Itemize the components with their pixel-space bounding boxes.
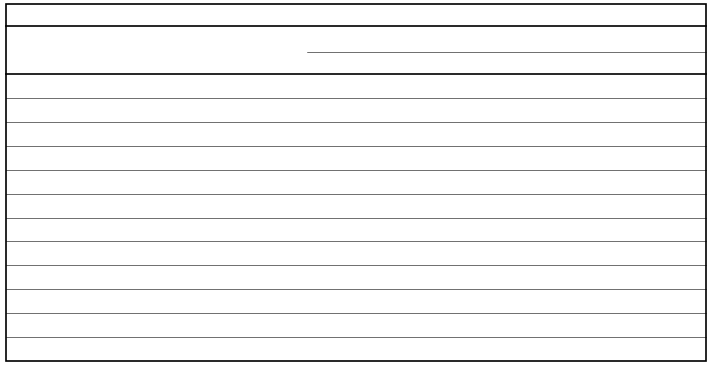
Text: 35: 35 — [400, 105, 414, 115]
Text: 2022: 2022 — [657, 58, 689, 68]
Text: Economia-Lacea: Economia-Lacea — [9, 177, 98, 187]
Text: 93: 93 — [400, 153, 414, 163]
Text: Table 3: RePec journal rankings: Table 3: RePec journal rankings — [9, 8, 219, 22]
Text: 503: 503 — [530, 296, 550, 306]
Bar — [6, 4, 706, 361]
Text: World Development: World Development — [9, 105, 117, 115]
Text: 160: 160 — [661, 224, 684, 234]
Text: 126: 126 — [330, 177, 350, 187]
Text: RePec Rank: RePec Rank — [468, 32, 545, 46]
Text: 2021: 2021 — [591, 58, 622, 68]
Text: 46: 46 — [333, 129, 347, 139]
Text: 133: 133 — [596, 177, 617, 187]
Text: 20: 20 — [466, 81, 480, 91]
Text: 131: 131 — [330, 200, 350, 211]
Text: 36: 36 — [600, 105, 613, 115]
Text: Journal of Development Economics: Journal of Development Economics — [9, 81, 200, 91]
Text: 21: 21 — [533, 81, 547, 91]
Text: 114: 114 — [530, 177, 550, 187]
Text: IZA Journal of Development and Migration: IZA Journal of Development and Migration — [9, 296, 239, 306]
Text: 103: 103 — [596, 153, 617, 163]
Text: 45: 45 — [400, 129, 414, 139]
Text: 399: 399 — [596, 296, 617, 306]
Text: 743: 743 — [596, 344, 617, 354]
Text: 559: 559 — [463, 320, 483, 330]
Text: 271: 271 — [661, 272, 684, 282]
Text: n.a.: n.a. — [330, 296, 350, 306]
Text: 214: 214 — [596, 248, 617, 258]
Text: 109: 109 — [463, 177, 483, 187]
Text: 601: 601 — [530, 320, 550, 330]
Text: Journal of Development Effectiveness: Journal of Development Effectiveness — [9, 320, 214, 330]
Text: 526: 526 — [661, 320, 684, 330]
Text: 54: 54 — [466, 129, 480, 139]
Text: 28: 28 — [533, 105, 547, 115]
Text: 26: 26 — [600, 81, 613, 91]
Text: 741: 741 — [661, 344, 684, 354]
Text: 153: 153 — [463, 224, 483, 234]
Text: 569: 569 — [530, 344, 550, 354]
Text: World Bank Economic Review: World Bank Economic Review — [9, 129, 170, 139]
Text: 152: 152 — [661, 200, 684, 211]
Text: 95: 95 — [333, 153, 347, 163]
Text: 144: 144 — [661, 177, 684, 187]
Text: 26: 26 — [665, 81, 681, 91]
Text: 158: 158 — [530, 224, 550, 234]
Text: 122: 122 — [330, 224, 350, 234]
Text: 141: 141 — [530, 200, 550, 211]
Text: 229: 229 — [661, 248, 684, 258]
Text: 223: 223 — [330, 248, 350, 258]
Text: 2020: 2020 — [524, 58, 555, 68]
Text: 484: 484 — [596, 320, 617, 330]
Text: Economic Development and Cultural Change: Economic Development and Cultural Change — [9, 200, 254, 211]
Text: 2017: 2017 — [325, 58, 356, 68]
Text: 192: 192 — [463, 248, 483, 258]
Text: 113: 113 — [530, 153, 550, 163]
Text: Review of Development Economics: Review of Development Economics — [9, 272, 201, 282]
Text: 149: 149 — [596, 224, 617, 234]
Text: 2018: 2018 — [392, 58, 422, 68]
Text: 129: 129 — [463, 200, 483, 211]
Text: 123: 123 — [397, 200, 417, 211]
Text: 26: 26 — [333, 81, 347, 91]
Text: Journal of Development Studies: Journal of Development Studies — [9, 224, 182, 234]
Text: n.a.: n.a. — [330, 344, 350, 354]
Text: Journal of African Economies: Journal of African Economies — [9, 248, 165, 258]
Text: 548: 548 — [463, 344, 483, 354]
Text: 419: 419 — [397, 344, 417, 354]
Text: 39: 39 — [665, 105, 680, 115]
Text: 63: 63 — [600, 129, 613, 139]
Text: 20: 20 — [400, 81, 414, 91]
Text: n.a.: n.a. — [397, 296, 417, 306]
Text: 34: 34 — [333, 105, 347, 115]
Text: World Bank Research Observer: World Bank Research Observer — [9, 153, 179, 163]
Text: 102: 102 — [661, 153, 684, 163]
Text: 64: 64 — [665, 129, 681, 139]
Text: 401: 401 — [661, 296, 684, 306]
Text: 33: 33 — [466, 105, 480, 115]
Text: 585: 585 — [397, 320, 417, 330]
Text: 142: 142 — [596, 200, 617, 211]
Text: 2019: 2019 — [458, 58, 488, 68]
Text: 537: 537 — [330, 320, 350, 330]
Text: 116: 116 — [397, 177, 417, 187]
Text: 193: 193 — [397, 248, 417, 258]
Text: 85: 85 — [466, 153, 480, 163]
Text: 142: 142 — [397, 224, 417, 234]
Text: 228: 228 — [530, 248, 550, 258]
Text: 69: 69 — [533, 129, 547, 139]
Text: 371/436: 371/436 — [451, 296, 496, 306]
Text: Development Policy Review: Development Policy Review — [9, 344, 159, 354]
